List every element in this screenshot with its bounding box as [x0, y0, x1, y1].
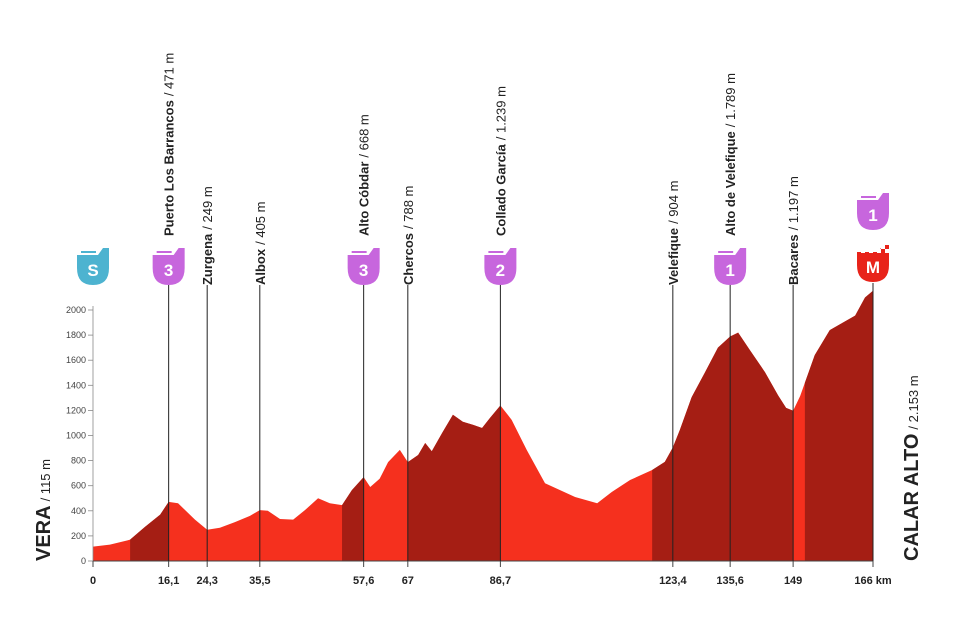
- x-tick-label: 135,6: [716, 575, 744, 587]
- y-tick-label: 1000: [66, 431, 86, 441]
- point-altitude: / 2.153 m: [906, 375, 921, 429]
- point-name: Velefique: [666, 228, 681, 285]
- point-altitude: / 405 m: [253, 202, 268, 245]
- point-name: CALAR ALTO: [901, 434, 923, 561]
- badge: 3: [347, 248, 380, 285]
- climb-segment: [804, 290, 873, 561]
- checker: [857, 245, 861, 249]
- y-tick-label: 200: [71, 531, 86, 541]
- badge-shape: [714, 248, 747, 285]
- badge-label: 1: [725, 261, 734, 280]
- point-label: Alto Cóbdar / 668 m: [357, 114, 372, 236]
- point-label: VERA / 115 m: [33, 459, 55, 561]
- x-tick-label: 149: [784, 575, 802, 587]
- checker: [885, 249, 889, 253]
- point-altitude: / 471 m: [162, 53, 177, 96]
- badge-label: S: [87, 261, 98, 280]
- badge-shape: [347, 248, 380, 285]
- checker: [861, 249, 865, 253]
- point-altitude: / 904 m: [666, 181, 681, 224]
- x-tick-label: 67: [402, 575, 414, 587]
- point-altitude: / 1.197 m: [786, 176, 801, 230]
- badge-label: 3: [359, 261, 368, 280]
- point-altitude: / 249 m: [200, 186, 215, 229]
- badge-shape: [857, 193, 889, 230]
- x-tick-label: 16,1: [158, 575, 179, 587]
- point-label: Collado García / 1.239 m: [493, 86, 508, 236]
- x-tick-label: 166 km: [854, 575, 892, 587]
- checker: [877, 249, 881, 253]
- point-label: CALAR ALTO / 2.153 m: [901, 375, 923, 561]
- badge: 1: [714, 248, 747, 285]
- point-label: Velefique / 904 m: [666, 181, 681, 285]
- point-name: Alto Cóbdar: [357, 162, 372, 236]
- y-tick-label: 600: [71, 481, 86, 491]
- point-altitude: / 668 m: [357, 114, 372, 157]
- checker: [865, 245, 869, 249]
- point-altitude: / 1.239 m: [493, 86, 508, 140]
- badge: 2: [484, 248, 517, 285]
- x-tick-label: 0: [90, 575, 96, 587]
- x-tick-label: 86,7: [490, 575, 511, 587]
- point-name: VERA: [33, 505, 55, 561]
- badge-label: 3: [164, 261, 173, 280]
- badge: S: [77, 248, 109, 285]
- y-tick-label: 800: [71, 456, 86, 466]
- point-label: Bacares / 1.197 m: [786, 176, 801, 285]
- point-name: Chercos: [401, 233, 416, 285]
- point-label: Chercos / 788 m: [401, 186, 416, 285]
- climb-segment: [342, 477, 364, 561]
- point-name: Zurgena: [200, 233, 215, 285]
- climb-segment: [652, 332, 794, 561]
- point-name: Collado García: [493, 143, 508, 236]
- y-tick-label: 400: [71, 506, 86, 516]
- y-tick-label: 2000: [66, 305, 86, 315]
- x-tick-label: 57,6: [353, 575, 374, 587]
- badge-shape: [152, 248, 185, 285]
- point-altitude: / 115 m: [38, 459, 53, 501]
- point-label: Zurgena / 249 m: [200, 186, 215, 285]
- point-name: Albox: [253, 248, 268, 285]
- point-altitude: / 788 m: [401, 186, 416, 229]
- badge-label: 2: [496, 261, 505, 280]
- y-tick-label: 0: [81, 556, 86, 566]
- badge: M: [857, 245, 889, 282]
- checker: [881, 245, 885, 249]
- badge-shape: [77, 248, 109, 285]
- point-altitude: / 1.789 m: [723, 73, 738, 127]
- badge: 3: [152, 248, 185, 285]
- point-label: Albox / 405 m: [253, 202, 268, 285]
- badge: 1: [857, 193, 889, 230]
- point-name: Alto de Velefique: [723, 131, 738, 236]
- y-tick-label: 1600: [66, 355, 86, 365]
- point-name: Puerto Los Barrancos: [162, 100, 177, 236]
- climb-segment: [407, 405, 501, 561]
- checker: [873, 245, 877, 249]
- climb-segment: [130, 501, 169, 561]
- badge-shape: [857, 245, 889, 282]
- badge-label: 1: [868, 206, 877, 225]
- y-tick-label: 1800: [66, 330, 86, 340]
- checker: [869, 249, 873, 253]
- x-tick-label: 24,3: [196, 575, 217, 587]
- badge-shape: [484, 248, 517, 285]
- point-label: Alto de Velefique / 1.789 m: [723, 73, 738, 236]
- y-tick-label: 1400: [66, 380, 86, 390]
- badge-label: M: [866, 258, 880, 277]
- point-label: Puerto Los Barrancos / 471 m: [162, 53, 177, 236]
- x-tick-label: 123,4: [659, 575, 687, 587]
- point-name: Bacares: [786, 234, 801, 285]
- y-tick-label: 1200: [66, 405, 86, 415]
- x-tick-label: 35,5: [249, 575, 270, 587]
